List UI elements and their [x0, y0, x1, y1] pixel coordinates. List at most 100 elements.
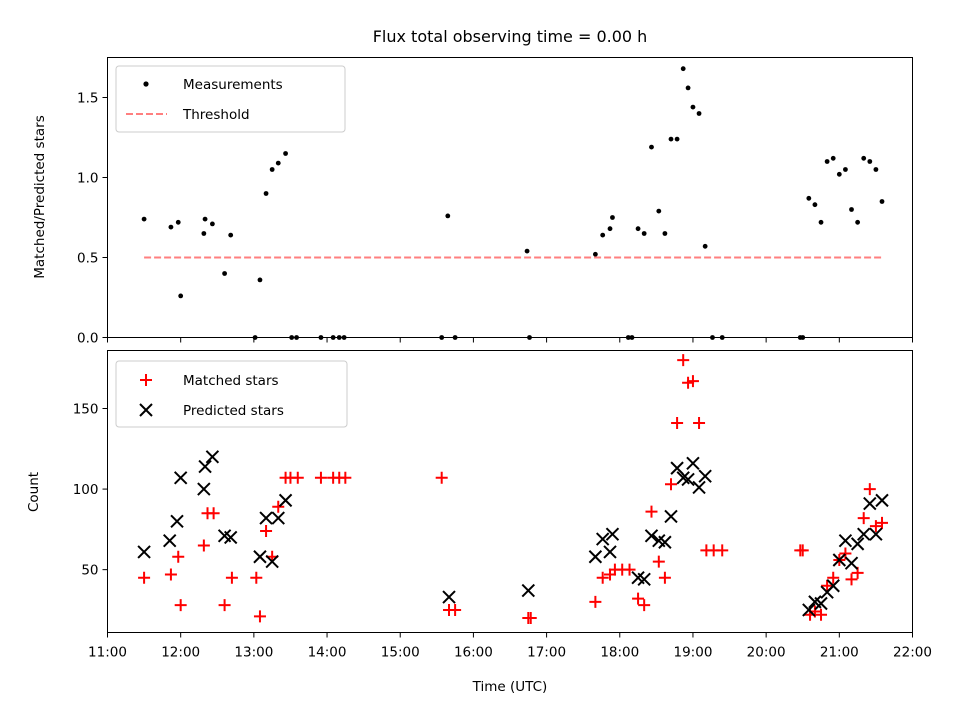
matched-stars-point [253, 610, 266, 623]
matched-stars-point [164, 568, 177, 581]
matched-stars-point [138, 571, 151, 584]
predicted-stars-point [698, 469, 712, 483]
count-xtick-label: 14:00 [308, 645, 347, 661]
matched-stars-point [272, 500, 285, 513]
matched-stars-point [218, 599, 231, 612]
matched-legend-marker [140, 374, 152, 386]
measurements-point [867, 159, 873, 164]
count-ytick-label: 150 [73, 402, 99, 418]
measurements-point [836, 171, 842, 177]
predicted-stars-point [278, 493, 293, 508]
matched-stars-point [314, 471, 327, 484]
count-xtick-label: 13:00 [234, 645, 273, 661]
count-xtick-label: 16:00 [454, 645, 493, 661]
matched-stars-point [207, 507, 220, 520]
measurements-point [600, 232, 606, 238]
predicted-legend-label: Predicted stars [183, 403, 284, 419]
matched-stars-point [524, 611, 537, 624]
matched-stars-point [665, 478, 677, 491]
predicted-stars-point [850, 537, 865, 551]
predicted-stars-point [259, 511, 273, 525]
matched-stars-point [589, 595, 602, 608]
predicted-stars-point [595, 532, 610, 546]
count-xtick-label: 18:00 [600, 645, 639, 661]
predicted-stars-point [676, 471, 690, 485]
count-plot-marks [137, 354, 889, 624]
count-ytick-label: 100 [73, 482, 99, 498]
measurements-point [849, 207, 854, 212]
predicted-stars-point [637, 572, 651, 587]
ratio-legend-frame [115, 65, 346, 133]
measurements-point [175, 219, 181, 225]
predicted-stars-point [869, 527, 883, 541]
matched-stars-point [197, 539, 210, 552]
predicted-stars-point [844, 556, 859, 570]
predicted-stars-point [832, 553, 847, 567]
measurements-point [830, 155, 836, 161]
count-xtick-label: 11:00 [88, 645, 127, 661]
measurements-point [610, 215, 615, 220]
measurements-point [263, 191, 269, 196]
measurements-point [855, 219, 861, 225]
matched-stars-point [291, 471, 304, 484]
ratio-plot-frame [107, 57, 913, 338]
predicted-stars-point [137, 545, 151, 559]
predicted-stars-point [802, 603, 816, 617]
measurements-point [635, 226, 641, 232]
count-plot-axes: 50 100 150 11:00 12:00 13:00 14:00 15:00 16:00 17… [73, 402, 932, 661]
matched-stars-point [845, 573, 858, 586]
ratio-plot-legend: Measurements Threshold [115, 65, 346, 133]
measurements-point [257, 277, 263, 283]
matched-stars-point [449, 603, 462, 616]
matched-stars-point [857, 512, 870, 525]
measurements-point [668, 136, 674, 142]
measurements-point [818, 219, 824, 225]
count-plot-xlabel: Time (UTC) [472, 679, 548, 695]
predicted-stars-point [605, 527, 620, 541]
predicted-stars-point [223, 530, 238, 545]
predicted-stars-point [162, 533, 177, 548]
matched-stars-point [435, 471, 448, 484]
count-xtick-label: 21:00 [820, 645, 859, 661]
matched-stars-point [821, 579, 834, 592]
predicted-stars-point [814, 596, 828, 611]
measurements-point [209, 221, 215, 227]
matched-stars-point [652, 555, 665, 568]
matched-stars-point [796, 544, 809, 557]
predicted-stars-point [170, 514, 184, 529]
count-plot-ylabel: Count [26, 472, 42, 512]
measurements-point [168, 224, 174, 230]
measurements-point [873, 167, 879, 172]
matched-stars-point [260, 524, 273, 537]
predicted-stars-point [588, 550, 603, 564]
measurements-legend-marker [143, 81, 149, 87]
ratio-plot-axes: 0.0 0.5 1.0 1.5 [77, 91, 913, 347]
measurements-point [641, 231, 647, 236]
measurements-point [696, 111, 702, 116]
ratio-ytick-label: 0.5 [77, 251, 98, 267]
measurements-point [702, 243, 708, 249]
measurements-point [674, 136, 680, 142]
measurements-point [178, 293, 184, 299]
count-legend-frame [115, 360, 348, 428]
matched-stars-point [250, 571, 263, 584]
predicted-stars-point [838, 533, 853, 548]
count-ytick-label: 50 [81, 563, 98, 579]
matched-stars-point [686, 375, 699, 388]
predicted-stars-point [644, 529, 659, 543]
predicted-stars-point [692, 480, 706, 495]
matched-stars-point [677, 354, 690, 367]
matched-stars-point [174, 599, 187, 612]
measurements-point [690, 104, 696, 110]
predicted-stars-point [863, 496, 877, 511]
count-xtick-label: 15:00 [381, 645, 420, 661]
matched-stars-point [645, 505, 658, 518]
measurements-point [222, 271, 227, 276]
matched-stars-point [225, 571, 238, 584]
measurements-point [685, 85, 691, 91]
ratio-ytick-label: 0.0 [77, 331, 98, 347]
matched-stars-point [623, 563, 636, 576]
measurements-point [656, 208, 662, 214]
count-xtick-label: 19:00 [674, 645, 713, 661]
ratio-plot-ylabel: Matched/Predicted stars [32, 115, 48, 278]
